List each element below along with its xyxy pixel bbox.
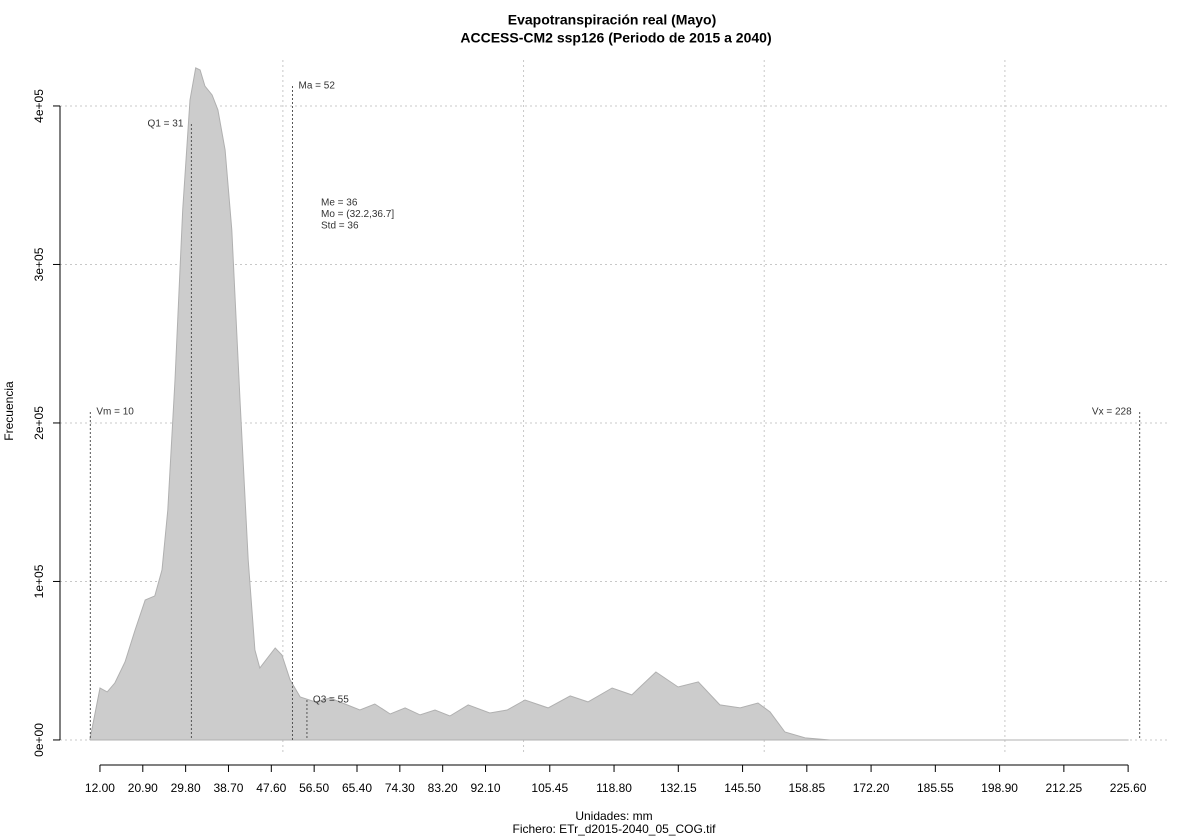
x-tick-label: 212.25 xyxy=(1046,781,1083,795)
footnote: Fichero: ETr_d2015-2040_05_COG.tif xyxy=(513,822,717,836)
x-tick-label: 185.55 xyxy=(917,781,954,795)
x-tick-label: 158.85 xyxy=(788,781,825,795)
stat-label: Std = 36 xyxy=(321,221,359,232)
x-tick-label: 145.50 xyxy=(724,781,761,795)
x-tick-label: 225.60 xyxy=(1110,781,1147,795)
x-tick-label: 172.20 xyxy=(853,781,890,795)
marker-label: Q1 = 31 xyxy=(148,119,184,130)
y-tick-label: 2e+05 xyxy=(32,406,46,440)
x-tick-label: 12.00 xyxy=(85,781,115,795)
stat-label: Mo = (32.2,36.7] xyxy=(321,209,394,220)
density-area xyxy=(89,67,1129,741)
x-tick-label: 74.30 xyxy=(385,781,415,795)
marker-label: Ma = 52 xyxy=(298,81,335,92)
x-tick-label: 83.20 xyxy=(428,781,458,795)
y-tick-label: 0e+00 xyxy=(32,723,46,757)
x-tick-label: 132.15 xyxy=(660,781,697,795)
x-tick-label: 38.70 xyxy=(213,781,243,795)
y-tick-label: 1e+05 xyxy=(32,564,46,598)
x-tick-label: 56.50 xyxy=(299,781,329,795)
stat-label: Me = 36 xyxy=(321,198,358,209)
x-tick-label: 92.10 xyxy=(471,781,501,795)
y-tick-label: 3e+05 xyxy=(32,247,46,281)
x-tick-label: 65.40 xyxy=(342,781,372,795)
y-axis-label: Frecuencia xyxy=(2,381,16,441)
x-tick-label: 118.80 xyxy=(596,781,632,795)
x-tick-label: 105.45 xyxy=(531,781,568,795)
marker-label: Vx = 228 xyxy=(1092,407,1132,418)
y-tick-label: 4e+05 xyxy=(32,89,46,123)
marker-label: Vm = 10 xyxy=(96,407,134,418)
x-tick-label: 29.80 xyxy=(171,781,201,795)
marker-label: Q3 = 55 xyxy=(313,695,349,706)
x-tick-label: 198.90 xyxy=(981,781,1018,795)
chart-subtitle: ACCESS-CM2 ssp126 (Periodo de 2015 a 204… xyxy=(460,30,771,46)
x-tick-label: 47.60 xyxy=(256,781,286,795)
x-tick-label: 20.90 xyxy=(128,781,158,795)
x-axis-label: Unidades: mm xyxy=(575,809,652,823)
chart-title: Evapotranspiración real (Mayo) xyxy=(508,12,717,28)
